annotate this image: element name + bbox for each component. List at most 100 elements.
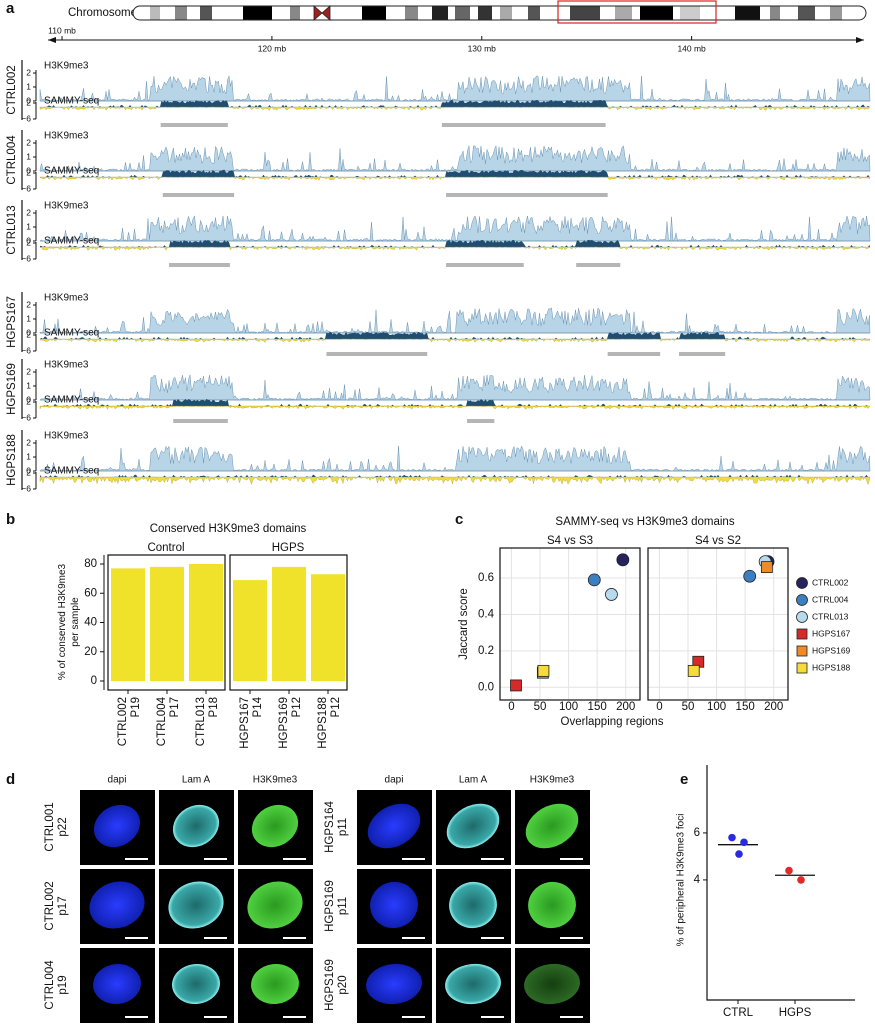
x-tick-label-line: P19 bbox=[130, 697, 142, 717]
tick-label: −6 bbox=[21, 483, 31, 493]
x-tick-label: 0 bbox=[508, 701, 514, 713]
panel-label: a bbox=[6, 0, 15, 17]
row-label-line: p19 bbox=[57, 975, 69, 994]
y-tick-label: 40 bbox=[84, 617, 97, 629]
y-tick-label: 0.4 bbox=[478, 608, 495, 620]
track-label: H3K9me3 bbox=[44, 61, 89, 72]
tick-label: 1 bbox=[26, 313, 31, 323]
chromosome-band bbox=[570, 6, 600, 20]
sample-name: HGPS167 bbox=[6, 296, 18, 348]
y-tick-label: 80 bbox=[84, 558, 97, 570]
sammy-negative bbox=[39, 106, 871, 111]
chromosome-band bbox=[770, 6, 780, 20]
sammy-positive bbox=[40, 169, 870, 177]
domain-bar bbox=[441, 123, 606, 127]
y-axis-label: Jaccard score bbox=[458, 588, 470, 660]
x-tick-label: 150 bbox=[736, 701, 755, 713]
x-tick-label: 0 bbox=[656, 701, 662, 713]
domain-bar bbox=[467, 419, 495, 423]
column-header: Lam A bbox=[459, 775, 488, 786]
panel-label: e bbox=[680, 771, 688, 788]
nucleus bbox=[172, 804, 220, 848]
track-label: SAMMY-seq bbox=[44, 166, 99, 177]
x-tick-label-line: HGPS167 bbox=[239, 697, 251, 749]
row-label-line: p17 bbox=[57, 896, 69, 915]
tick-label: 0 bbox=[26, 165, 31, 175]
ruler-label: 120 mb bbox=[258, 43, 287, 53]
sammy-negative bbox=[39, 246, 871, 251]
domain-bar bbox=[679, 352, 726, 356]
plot-frame bbox=[647, 547, 789, 701]
y-axis-label-line: per sample bbox=[70, 597, 81, 647]
domain-bar bbox=[446, 263, 524, 267]
domain-bar bbox=[326, 352, 428, 356]
y-tick-label: 4 bbox=[694, 874, 701, 886]
nucleus bbox=[367, 803, 421, 849]
tick-label: −6 bbox=[21, 113, 31, 123]
chromosome-band bbox=[680, 6, 700, 20]
nucleus bbox=[247, 881, 303, 929]
tick-label: 2 bbox=[26, 167, 31, 177]
nucleus bbox=[449, 881, 497, 929]
row-label-line: CTRL004 bbox=[44, 960, 56, 1010]
nucleus bbox=[93, 804, 141, 848]
y-axis-label-line: % of conserved H3K9me3 bbox=[57, 563, 68, 680]
tick-label: 1 bbox=[26, 380, 31, 390]
ruler-label: 140 mb bbox=[677, 43, 706, 53]
nucleus bbox=[524, 963, 580, 1005]
chromosome-band bbox=[615, 6, 632, 20]
track-label: SAMMY-seq bbox=[44, 96, 99, 107]
sammy-negative bbox=[39, 405, 871, 410]
row-label: HGPS169p11 bbox=[324, 880, 349, 932]
x-tick-label: HGPS188P12 bbox=[317, 697, 342, 749]
plot-frame bbox=[499, 547, 641, 701]
x-tick-label: HGPS169P12 bbox=[278, 697, 303, 749]
x-tick-label: HGPS bbox=[779, 1007, 812, 1019]
chromosome-band bbox=[243, 6, 272, 20]
chromosome-name: Chromosome 4 bbox=[68, 7, 147, 19]
group-label: Control bbox=[147, 542, 184, 554]
chromosome-band bbox=[405, 6, 418, 20]
x-tick-label-line: P12 bbox=[330, 697, 342, 717]
x-tick-label: 50 bbox=[534, 701, 547, 713]
bar bbox=[272, 566, 306, 682]
plot-bg bbox=[500, 548, 640, 700]
nucleus bbox=[251, 963, 299, 1005]
track-label: H3K9me3 bbox=[44, 131, 89, 142]
x-tick-label: CTRL002P19 bbox=[117, 697, 142, 746]
sample-name: CTRL013 bbox=[6, 205, 18, 254]
tick-label: 2 bbox=[26, 137, 31, 147]
tick-label: 2 bbox=[26, 237, 31, 247]
row-label-line: HGPS169 bbox=[324, 880, 336, 932]
sammy-negative bbox=[39, 176, 871, 181]
h3k9me3-signal bbox=[39, 307, 871, 334]
row-label-line: p11 bbox=[337, 818, 349, 836]
row-label: CTRL001p22 bbox=[44, 802, 69, 851]
tick-label: 0 bbox=[26, 95, 31, 105]
row-label-line: HGPS164 bbox=[324, 801, 336, 853]
chromosome-band bbox=[478, 6, 492, 20]
bar bbox=[311, 574, 345, 682]
legend-marker bbox=[796, 594, 808, 606]
panel-label: c bbox=[455, 511, 463, 528]
bar bbox=[150, 566, 184, 682]
x-tick-label: 200 bbox=[616, 701, 635, 713]
legend-marker bbox=[796, 645, 808, 657]
sammy-positive bbox=[40, 99, 870, 107]
column-header: dapi bbox=[385, 775, 404, 786]
x-tick-label: 150 bbox=[588, 701, 607, 713]
centromere bbox=[313, 5, 331, 21]
scatter-point bbox=[587, 573, 601, 587]
legend-marker bbox=[796, 611, 808, 623]
chromosome-band bbox=[362, 6, 386, 20]
row-label-line: p20 bbox=[337, 975, 349, 994]
facet-title: S4 vs S3 bbox=[547, 535, 593, 547]
x-tick-label-line: CTRL002 bbox=[117, 697, 129, 746]
nucleus bbox=[366, 963, 422, 1005]
plot-bg bbox=[648, 548, 788, 700]
sammy-positive bbox=[40, 398, 870, 406]
row-label: CTRL002p17 bbox=[44, 881, 69, 930]
y-tick-label: 60 bbox=[84, 587, 97, 599]
sammy-negative bbox=[39, 338, 871, 343]
tick-label: −6 bbox=[21, 183, 31, 193]
